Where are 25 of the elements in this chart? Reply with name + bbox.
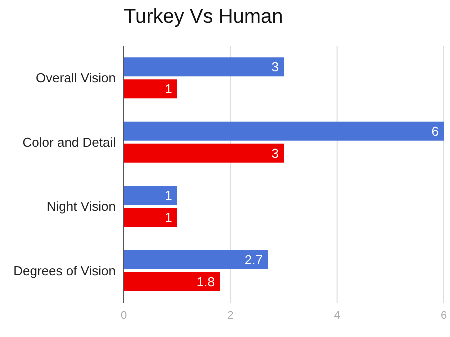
bar (124, 122, 444, 141)
bar (124, 58, 284, 77)
bar (124, 272, 220, 292)
data-label: 1 (165, 82, 172, 97)
data-label: 1 (165, 210, 172, 226)
y-tick-label: Overall Vision (36, 70, 116, 86)
data-label: 6 (432, 124, 439, 139)
y-tick-label: Degrees of Vision (14, 263, 116, 278)
y-tick-label: Night Vision (46, 199, 116, 214)
bar (124, 186, 178, 206)
chart-title: Turkey Vs Human (124, 6, 284, 29)
x-tick-label: 0 (120, 310, 128, 322)
x-tick-label: 2 (228, 310, 234, 322)
bar (124, 144, 284, 163)
data-label: 3 (272, 60, 279, 75)
x-tick-label: 4 (334, 310, 340, 322)
x-tick-label: 6 (440, 310, 448, 322)
bar (124, 250, 268, 270)
bar (124, 80, 178, 99)
bar (124, 208, 178, 228)
data-label: 1.8 (196, 274, 215, 290)
y-tick-label: Color and Detail (22, 134, 116, 150)
data-label: 1 (165, 188, 172, 204)
data-label: 2.7 (244, 252, 263, 268)
data-label: 3 (272, 146, 279, 161)
